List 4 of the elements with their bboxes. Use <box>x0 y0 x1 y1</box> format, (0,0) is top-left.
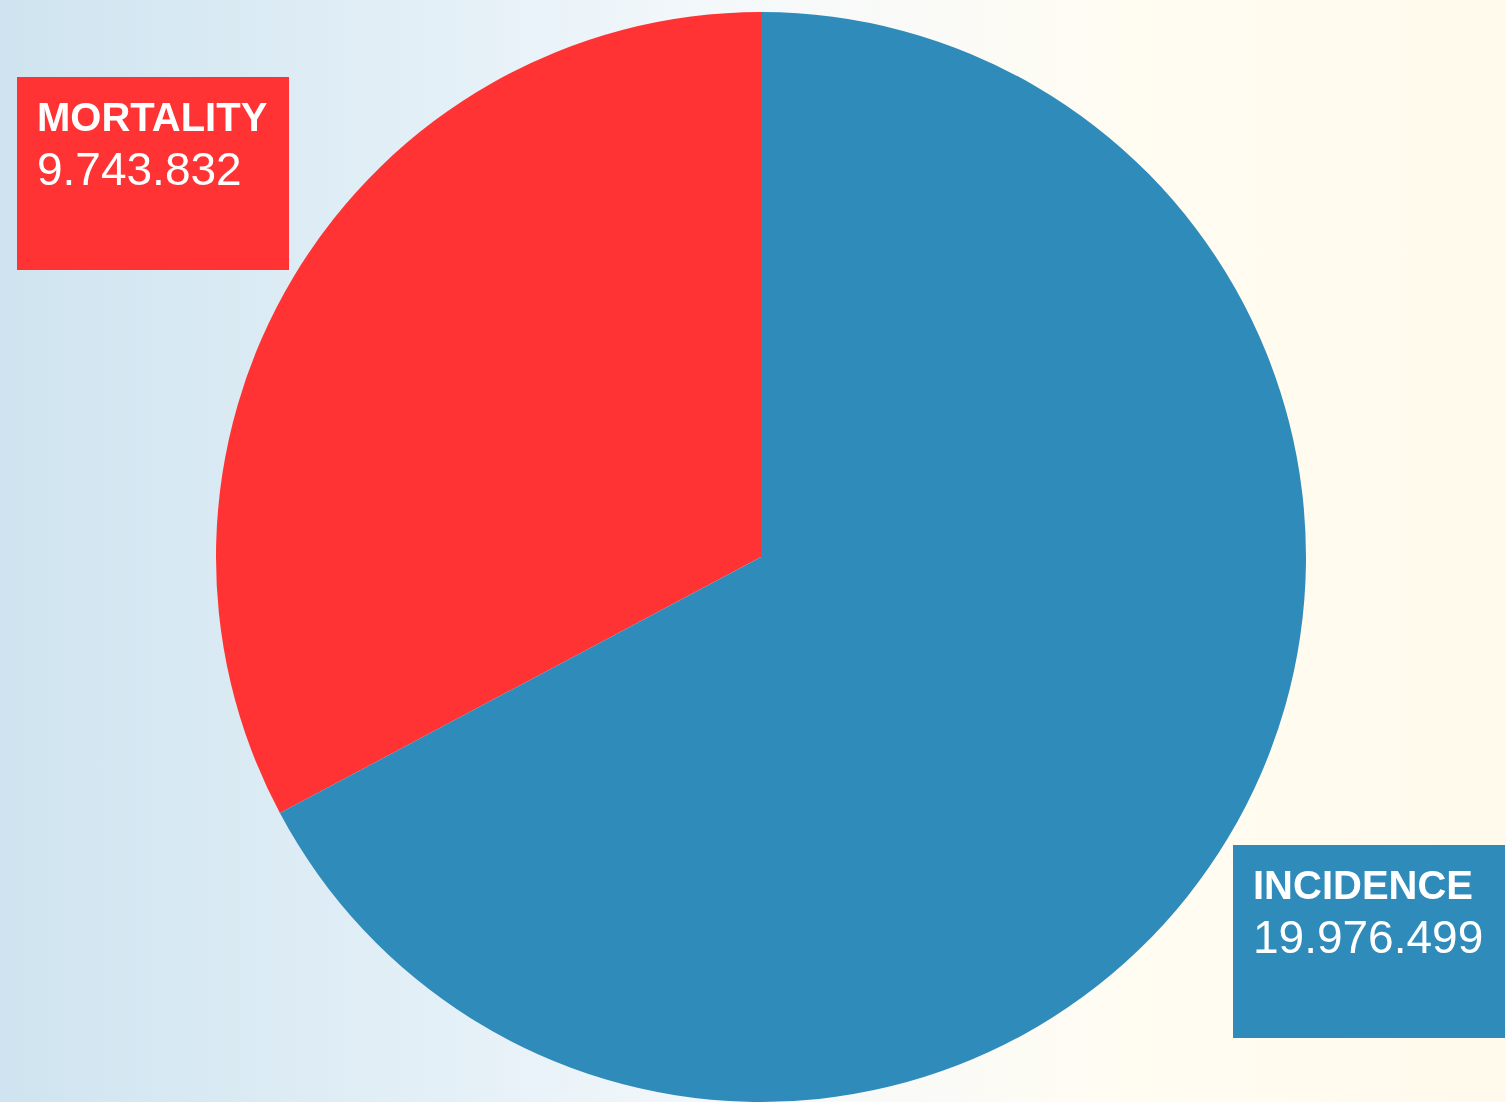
data-label: 19.976.499 <box>1253 910 1485 965</box>
data-label: 9.743.832 <box>37 142 243 197</box>
slice-label: MORTALITY <box>37 94 269 141</box>
slice-label: INCIDENCE <box>1253 862 1475 909</box>
